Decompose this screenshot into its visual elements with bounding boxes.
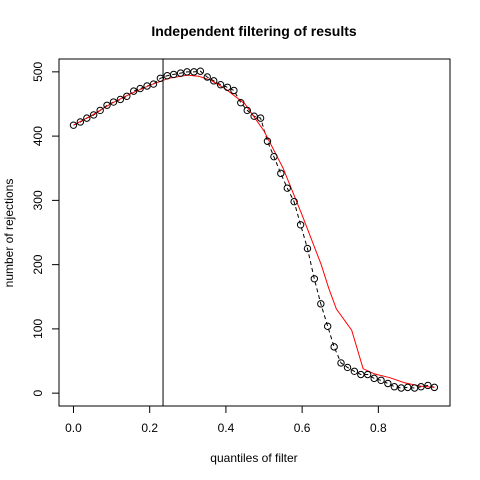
data-point [370, 374, 378, 383]
data-point [210, 77, 218, 85]
data-point [263, 137, 272, 145]
data-point [256, 114, 265, 122]
data-point [230, 86, 238, 95]
y-axis-label: number of rejections [2, 179, 16, 288]
data-point [149, 80, 158, 88]
data-point [243, 106, 251, 115]
plot-frame [58, 58, 451, 407]
y-axis: 0 100 200 300 400 500 [31, 62, 60, 396]
data-point [76, 118, 85, 126]
y-tick-label: 500 [31, 62, 45, 82]
data-point [116, 95, 125, 104]
fit-line [73, 74, 435, 388]
data-point [290, 197, 298, 206]
y-tick-label: 200 [31, 254, 45, 274]
data-point [323, 322, 332, 331]
data-point [196, 67, 205, 75]
data-point [317, 300, 325, 308]
x-tick-label: 0.0 [65, 421, 82, 435]
data-point [96, 106, 104, 115]
data-point [89, 111, 98, 119]
y-tick-label: 100 [31, 319, 45, 339]
data-point [417, 383, 425, 391]
data-point [310, 275, 319, 283]
data-point [363, 370, 372, 379]
data-point [424, 381, 432, 390]
series-group [69, 67, 439, 392]
x-tick-label: 0.8 [370, 421, 387, 435]
data-point [103, 101, 111, 109]
data-point [384, 379, 392, 388]
y-tick-label: 400 [31, 126, 45, 146]
data-point [296, 221, 305, 229]
x-tick-label: 0.6 [294, 421, 311, 435]
x-axis-label: quantiles of filter [210, 451, 297, 465]
data-point [109, 98, 118, 106]
data-point [330, 343, 338, 351]
data-point [390, 383, 399, 391]
data-point [430, 383, 439, 392]
data-point [403, 383, 412, 392]
data-point [143, 82, 151, 90]
data-point [156, 74, 165, 82]
x-tick-label: 0.2 [141, 421, 158, 435]
data-point [223, 83, 232, 91]
data-point [216, 81, 225, 89]
data-point [303, 244, 312, 253]
data-point [283, 184, 291, 192]
data-point [203, 73, 211, 81]
y-tick-label: 300 [31, 190, 45, 210]
data-point [237, 98, 245, 107]
data-point [350, 367, 359, 375]
data-point [170, 70, 178, 79]
data-point [270, 152, 278, 161]
observed-dashed-line [73, 70, 435, 389]
chart-title: Independent filtering of results [151, 23, 357, 39]
y-tick-label: 0 [31, 389, 45, 396]
x-tick-label: 0.4 [218, 421, 235, 435]
data-point [250, 112, 258, 120]
data-point [136, 84, 144, 93]
data-point [129, 87, 138, 95]
data-point [277, 169, 285, 178]
data-point [83, 114, 91, 122]
data-point [343, 363, 352, 372]
data-point [69, 121, 78, 129]
data-point [337, 359, 345, 367]
x-axis: 0.0 0.2 0.4 0.6 0.8 [65, 405, 387, 435]
data-point [123, 92, 131, 100]
data-point [377, 376, 385, 384]
